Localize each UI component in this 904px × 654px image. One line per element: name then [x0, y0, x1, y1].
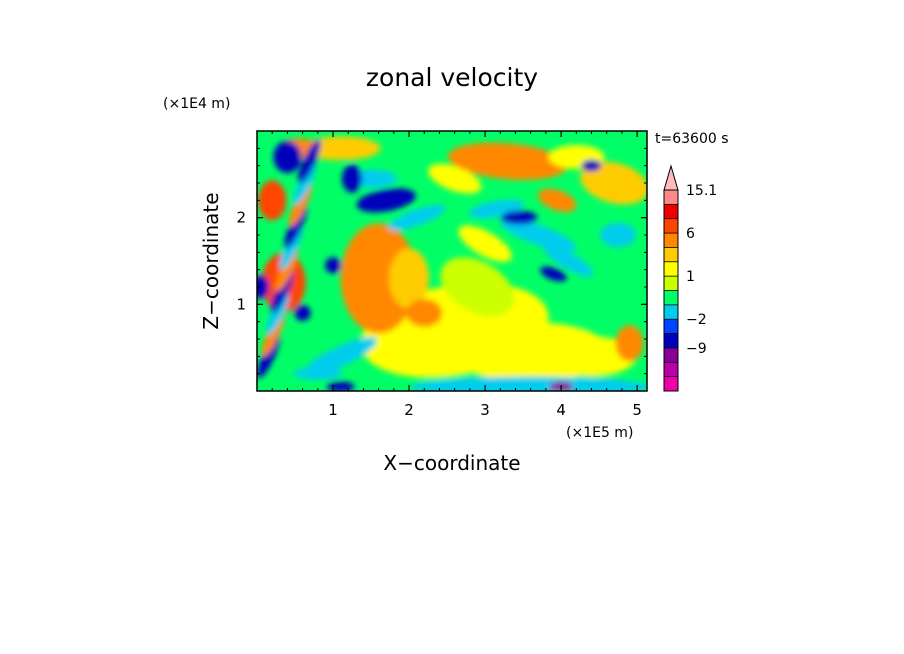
field-patch [297, 139, 321, 184]
field-patch [544, 245, 594, 277]
colorbar-label: 1 [686, 269, 695, 285]
field-patch [293, 161, 317, 205]
colorbar-band [664, 233, 678, 248]
field-patch [257, 334, 280, 379]
x-tick-label: 5 [632, 401, 642, 419]
y-axis-label: Z−coordinate [199, 192, 223, 329]
colorbar-band [664, 376, 678, 391]
colorbar-band [664, 333, 678, 348]
field-patch [270, 269, 294, 314]
field-patch [389, 248, 430, 309]
field-patch [257, 275, 269, 299]
colorbar-label: 15.1 [686, 183, 717, 199]
field-patch [448, 142, 568, 181]
field-patch [340, 223, 417, 334]
colorbar-band [664, 362, 678, 377]
field-patch [294, 305, 311, 321]
chart-title: zonal velocity [366, 63, 538, 92]
y-unit-label: (×1E4 m) [163, 96, 230, 112]
field-patch [615, 325, 644, 362]
y-tick-label: 2 [236, 209, 246, 227]
colorbar-band [664, 319, 678, 334]
field-patch [500, 218, 577, 252]
x-unit-label: (×1E5 m) [566, 425, 633, 441]
field-patch [540, 266, 567, 282]
field-patch [501, 210, 538, 225]
field-patch [273, 141, 302, 173]
colorbar-band [664, 190, 678, 205]
field-patch [388, 204, 445, 231]
colorbar-band [664, 218, 678, 234]
field-patch [292, 367, 343, 380]
velocity-field [257, 131, 647, 391]
x-axis: 1 2 3 4 5 [271, 131, 642, 419]
x-tick-label: 3 [480, 401, 490, 419]
field-patch [325, 257, 342, 274]
field-patch [406, 299, 443, 327]
plot-frame [256, 130, 648, 392]
field-patch [356, 188, 416, 213]
field-patch [440, 257, 515, 317]
colorbar-band [664, 347, 678, 363]
field-patch [458, 225, 512, 262]
time-label: t=63600 s [655, 131, 729, 147]
field-patch [258, 180, 287, 221]
field-patch [279, 226, 303, 270]
colorbar: 15.1 6 1 −2 −9 [663, 164, 717, 392]
field-patch [428, 163, 482, 194]
y-tick-label: 1 [236, 295, 246, 313]
field-patch [261, 312, 285, 357]
field-patch [284, 204, 308, 249]
field-patch [266, 291, 290, 335]
colorbar-label: −2 [686, 312, 707, 328]
field-patch [342, 164, 363, 193]
field-patch [304, 337, 378, 376]
field-patch [538, 188, 577, 212]
colorbar-band [664, 304, 678, 320]
colorbar-label: 6 [686, 226, 695, 242]
field-patch [580, 161, 647, 205]
x-tick-label: 2 [404, 401, 414, 419]
x-axis-label: X−coordinate [383, 451, 520, 475]
field-patch [288, 182, 312, 227]
field-patch [326, 381, 355, 391]
y-axis: 12 [236, 147, 647, 375]
colorbar-extend-arrow [663, 164, 679, 191]
x-tick-label: 1 [328, 401, 338, 419]
colorbar-band [664, 204, 678, 219]
field-patch [546, 336, 637, 377]
field-patch [581, 159, 602, 172]
field-patch [410, 376, 647, 391]
colorbar-band [664, 247, 678, 262]
colorbar-band [664, 276, 678, 291]
colorbar-band [664, 261, 678, 277]
x-tick-label: 4 [556, 401, 566, 419]
colorbar-label: −9 [686, 341, 707, 357]
colorbar-band [664, 290, 678, 305]
field-patch [275, 247, 299, 292]
field-patch [600, 223, 637, 247]
